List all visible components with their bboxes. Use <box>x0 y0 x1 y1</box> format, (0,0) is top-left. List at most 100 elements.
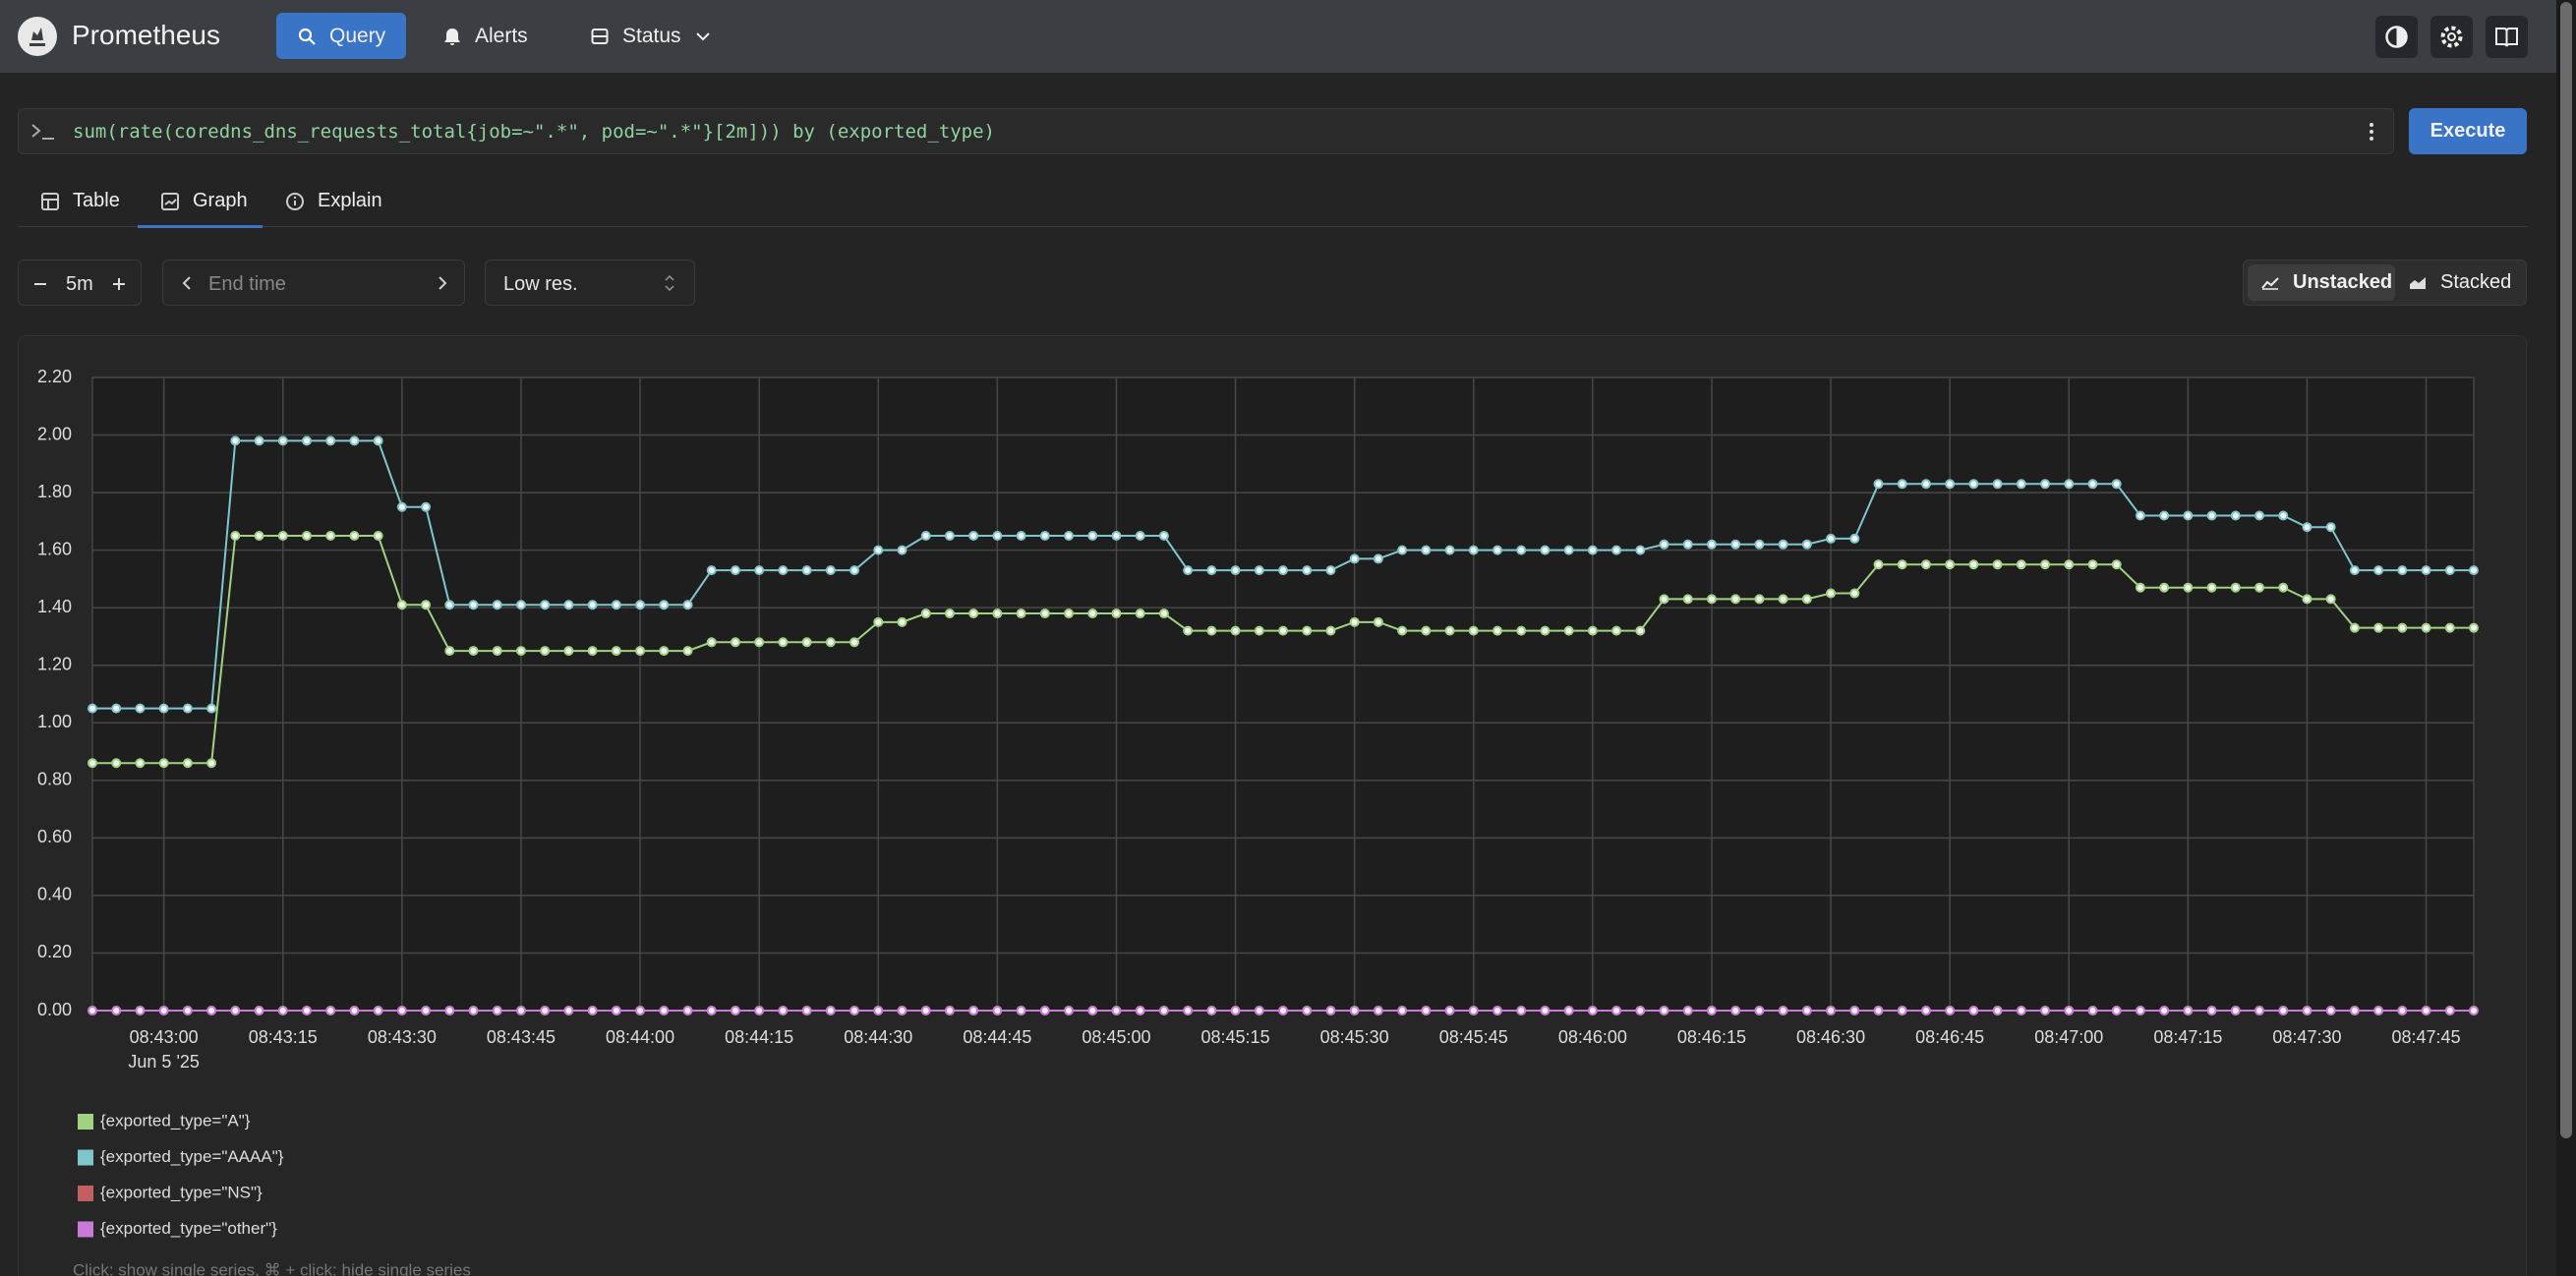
data-point <box>206 1006 217 1015</box>
data-point <box>1659 539 1669 550</box>
nav-status[interactable]: Status <box>591 13 711 59</box>
tab-table[interactable]: Table <box>41 190 120 212</box>
legend-label[interactable]: {exported_type="A"} <box>100 1111 251 1130</box>
data-point <box>421 600 432 610</box>
data-point <box>1158 609 1169 619</box>
settings-button[interactable] <box>2430 16 2473 58</box>
data-point <box>635 600 646 610</box>
resolution-select[interactable]: Low res. <box>485 260 695 306</box>
unstacked-button[interactable]: Unstacked <box>2248 264 2395 301</box>
data-point <box>1611 1006 1622 1015</box>
mode-label: Unstacked <box>2293 271 2393 293</box>
data-point <box>468 646 479 657</box>
data-point <box>1373 553 1383 564</box>
data-point <box>1039 531 1050 541</box>
nav-query[interactable]: Query <box>276 13 406 59</box>
data-point <box>1778 1006 1788 1015</box>
data-point <box>349 435 360 446</box>
data-point <box>1992 479 2003 490</box>
data-point <box>1444 1006 1455 1015</box>
data-point <box>444 600 455 610</box>
data-point <box>659 646 670 657</box>
data-point <box>2040 559 2051 570</box>
data-point <box>730 1006 740 1015</box>
tab-label: Table <box>73 190 120 211</box>
x-tick-label: 08:43:45 <box>487 1027 556 1047</box>
data-point <box>2206 1006 2217 1015</box>
data-point <box>2421 622 2431 633</box>
data-point <box>682 646 693 657</box>
menu-icon[interactable] <box>2362 121 2381 143</box>
tab-label: Explain <box>318 190 382 211</box>
data-point <box>88 703 97 714</box>
scroll-thumb[interactable] <box>2560 2 2572 1138</box>
tab-graph[interactable]: Graph <box>161 190 248 212</box>
data-point <box>2397 1006 2408 1015</box>
data-point <box>2444 1006 2455 1015</box>
data-point <box>88 1006 97 1015</box>
legend-label[interactable]: {exported_type="NS"} <box>100 1183 263 1201</box>
nav-alerts[interactable]: Alerts <box>443 13 528 59</box>
y-tick-label: 0.60 <box>37 827 72 846</box>
stacked-button[interactable]: Stacked <box>2409 264 2511 301</box>
data-point <box>421 1006 432 1015</box>
data-point <box>825 565 836 576</box>
data-point <box>2278 1006 2289 1015</box>
data-point <box>754 637 765 648</box>
data-point <box>1873 559 1884 570</box>
data-point <box>230 435 241 446</box>
data-point <box>2254 510 2265 521</box>
data-point <box>135 758 146 769</box>
mode-label: Stacked <box>2440 271 2512 293</box>
data-point <box>1754 539 1765 550</box>
x-tick-label: 08:46:15 <box>1677 1027 1746 1047</box>
data-point <box>158 1006 169 1015</box>
data-point <box>2087 1006 2098 1015</box>
data-point <box>2183 510 2194 521</box>
y-tick-label: 1.60 <box>37 539 72 558</box>
theme-button[interactable] <box>2375 16 2418 58</box>
data-point <box>2064 479 2075 490</box>
brand: Prometheus <box>72 20 220 50</box>
chevron <box>695 31 710 40</box>
data-point <box>1468 1006 1479 1015</box>
data-point <box>873 1006 884 1015</box>
data-point <box>2325 522 2336 533</box>
data-point <box>1587 625 1598 636</box>
data-point <box>968 1006 979 1015</box>
data-point <box>396 600 407 610</box>
data-point <box>897 616 907 627</box>
legend-label[interactable]: {exported_type="other"} <box>100 1219 277 1238</box>
data-point <box>1016 531 1026 541</box>
docs-button[interactable] <box>2486 16 2528 58</box>
data-point <box>2087 479 2098 490</box>
legend-swatch <box>78 1221 93 1238</box>
data-point <box>801 1006 812 1015</box>
data-point <box>468 1006 479 1015</box>
minus[interactable] <box>32 276 48 292</box>
data-point <box>1897 559 1907 570</box>
data-point <box>1135 1006 1145 1015</box>
plus[interactable] <box>111 276 127 292</box>
end-time[interactable]: End time <box>162 260 465 306</box>
execute-button[interactable]: Execute <box>2409 108 2527 154</box>
data-point <box>1349 553 1360 564</box>
data-point <box>2135 510 2145 521</box>
legend-label[interactable]: {exported_type="AAAA"} <box>100 1147 284 1166</box>
data-point <box>1325 625 1336 636</box>
data-point <box>1183 625 1194 636</box>
data-point <box>135 703 146 714</box>
data-point <box>2111 479 2122 490</box>
data-point <box>1421 545 1432 555</box>
query-input[interactable]: sum(rate(coredns_dns_requests_total{job=… <box>18 108 2394 154</box>
data-point <box>1254 625 1264 636</box>
data-point <box>1421 1006 1432 1015</box>
tab-explain[interactable]: Explain <box>286 190 382 212</box>
y-tick-label: 0.40 <box>37 885 72 904</box>
data-point <box>1302 1006 1313 1015</box>
data-point <box>920 1006 931 1015</box>
data-point <box>111 1006 122 1015</box>
data-point <box>1992 1006 2003 1015</box>
data-point <box>1492 545 1502 555</box>
data-point <box>1754 1006 1765 1015</box>
